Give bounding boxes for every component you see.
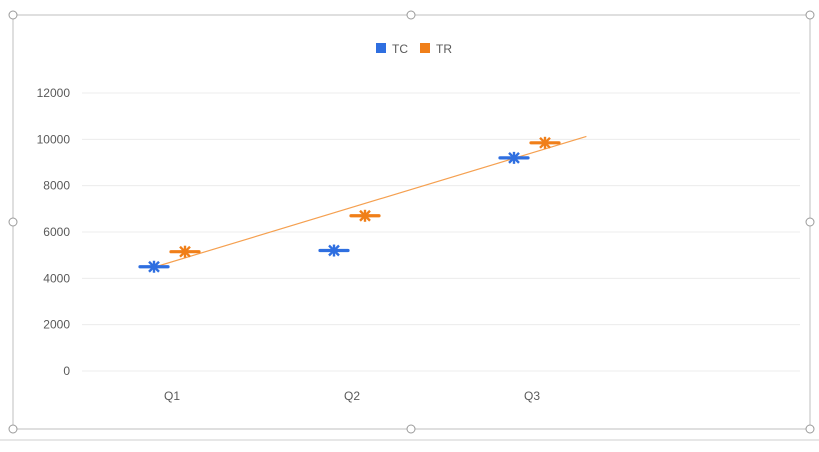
data-point-tc bbox=[318, 244, 350, 257]
legend-label: TC bbox=[392, 42, 408, 56]
y-tick-label: 2000 bbox=[43, 318, 70, 332]
resize-handle-left[interactable] bbox=[8, 217, 18, 227]
x-tick-label: Q1 bbox=[164, 389, 180, 403]
resize-handle-top-left[interactable] bbox=[8, 10, 18, 20]
data-point-tr bbox=[349, 209, 381, 222]
y-tick-label: 6000 bbox=[43, 225, 70, 239]
x-tick-label: Q3 bbox=[524, 389, 540, 403]
data-point-tr bbox=[169, 245, 201, 258]
resize-handle-bottom-right[interactable] bbox=[805, 424, 815, 434]
trendline bbox=[154, 135, 587, 268]
y-tick-label: 0 bbox=[63, 364, 70, 378]
trendline-line bbox=[154, 135, 587, 268]
x-tick-label: Q2 bbox=[344, 389, 360, 403]
data-point-tc bbox=[498, 151, 530, 164]
resize-handle-bottom-left[interactable] bbox=[8, 424, 18, 434]
y-tick-label: 10000 bbox=[37, 132, 71, 146]
y-axis-ticks: 0 2000 4000 6000 8000 10000 12000 bbox=[37, 86, 71, 378]
data-points bbox=[138, 136, 561, 273]
resize-handle-right[interactable] bbox=[805, 217, 815, 227]
marker-star-stroke bbox=[539, 136, 551, 149]
marker-star-stroke bbox=[179, 245, 191, 258]
y-tick-label: 12000 bbox=[37, 86, 71, 100]
legend-swatch bbox=[420, 43, 430, 53]
resize-handle-bottom[interactable] bbox=[406, 424, 416, 434]
resize-handle-top-right[interactable] bbox=[805, 10, 815, 20]
chart-legend: TC TR bbox=[376, 42, 452, 56]
marker-star-stroke bbox=[508, 152, 520, 164]
data-point-tc bbox=[138, 260, 170, 273]
x-axis-ticks: Q1 Q2 Q3 bbox=[164, 389, 540, 403]
legend-swatch bbox=[376, 43, 386, 53]
data-point-tr bbox=[529, 136, 561, 149]
y-tick-label: 8000 bbox=[43, 179, 70, 193]
chart-gridlines bbox=[82, 92, 800, 372]
marker-star-stroke bbox=[148, 260, 160, 273]
marker-star-stroke bbox=[359, 209, 371, 222]
y-tick-label: 4000 bbox=[43, 271, 70, 285]
chart-selection-frame bbox=[0, 10, 819, 441]
legend-label: TR bbox=[436, 42, 452, 56]
marker-star-stroke bbox=[328, 244, 340, 257]
resize-handle-top[interactable] bbox=[406, 10, 416, 20]
